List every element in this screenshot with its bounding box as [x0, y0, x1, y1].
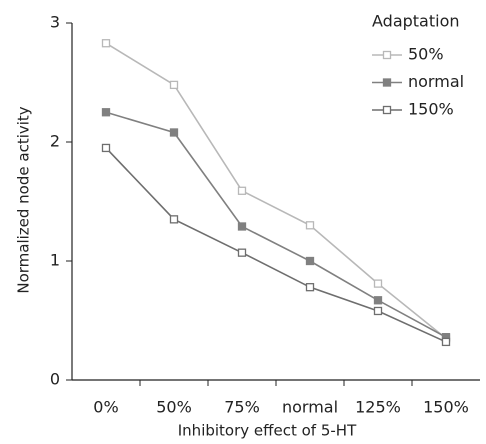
marker	[441, 337, 451, 347]
x-tick-label: 150%	[423, 398, 469, 417]
series-line	[105, 111, 447, 338]
y-tick-label: 3	[50, 13, 60, 32]
marker	[237, 248, 247, 257]
x-tick-label: 125%	[355, 398, 401, 417]
marker	[373, 296, 383, 305]
legend-label: 150%	[408, 100, 454, 119]
x-tick-label: 50%	[156, 398, 192, 417]
legend-marker	[382, 50, 392, 60]
marker	[305, 221, 315, 230]
x-tick-label: 75%	[224, 398, 260, 417]
y-tick-label: 1	[50, 251, 60, 270]
legend-title: Adaptation	[372, 12, 460, 31]
marker	[237, 222, 247, 231]
marker	[169, 128, 179, 137]
series-line	[105, 42, 447, 339]
x-tick-label: 0%	[93, 398, 118, 417]
marker	[305, 256, 315, 266]
x-axis-label: Inhibitory effect of 5-HT	[178, 422, 357, 440]
series-line	[105, 147, 447, 343]
legend-marker	[382, 78, 392, 87]
marker	[373, 306, 383, 316]
marker	[101, 39, 111, 48]
marker	[101, 108, 111, 117]
marker	[373, 279, 383, 288]
y-tick-label: 2	[50, 132, 60, 151]
y-axis-label: Normalized node activity	[15, 106, 33, 293]
marker	[101, 143, 111, 153]
legend-label: 50%	[408, 45, 444, 64]
legend-marker	[382, 105, 392, 115]
marker	[237, 186, 247, 195]
legend-label: normal	[408, 72, 464, 91]
marker	[169, 215, 179, 224]
marker	[305, 283, 315, 292]
marker	[169, 80, 179, 90]
x-tick-label: normal	[282, 398, 338, 417]
y-tick-label: 0	[50, 370, 60, 389]
